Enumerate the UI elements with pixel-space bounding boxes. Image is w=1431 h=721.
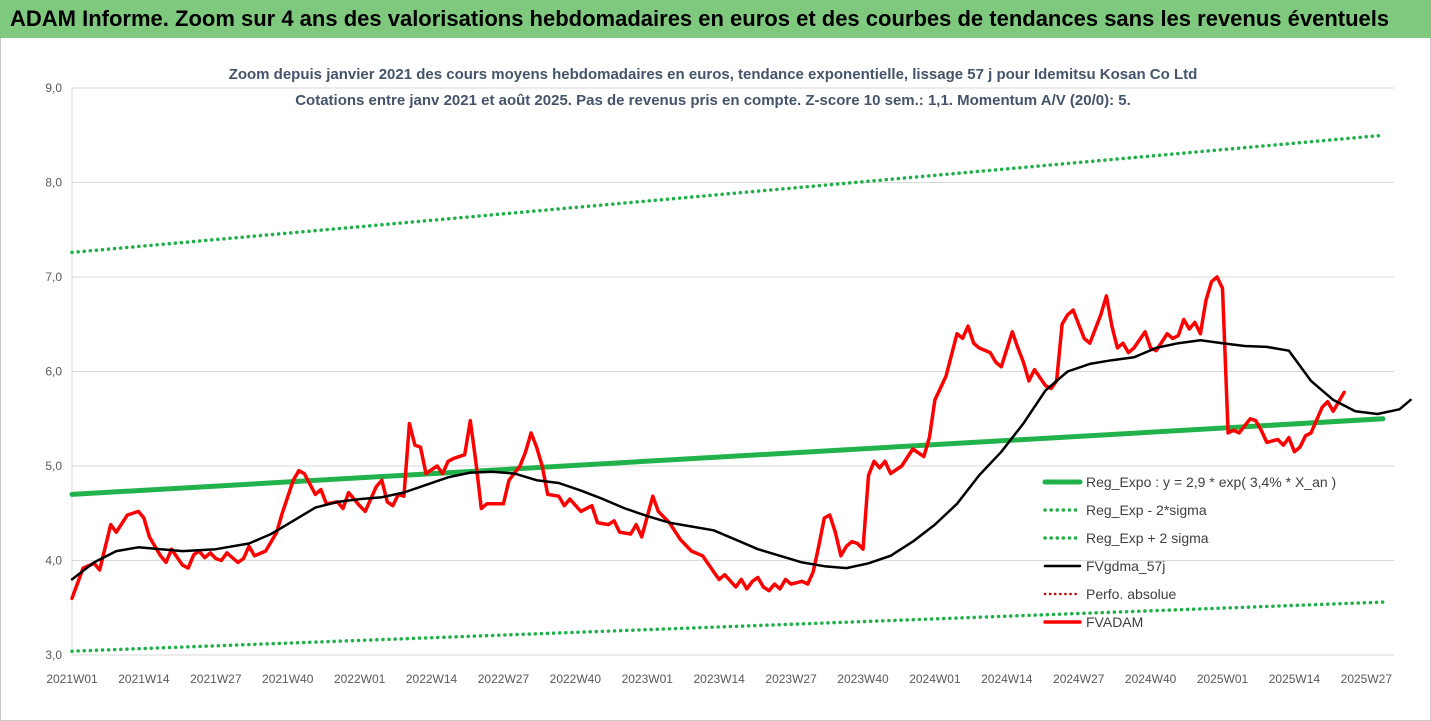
x-tick-label: 2021W14 — [118, 672, 170, 686]
series-line-3 — [70, 133, 1385, 255]
series-line-2 — [70, 600, 1385, 653]
series-line-4 — [70, 339, 1412, 581]
y-tick-label: 9,0 — [45, 81, 62, 95]
report-banner: ADAM Informe. Zoom sur 4 ans des valoris… — [0, 0, 1431, 38]
x-tick-label: 2025W27 — [1341, 672, 1393, 686]
legend-label-1: Reg_Expo : y = 2,9 * exp( 3,4% * X_an ) — [1086, 474, 1336, 490]
y-tick-label: 5,0 — [45, 459, 62, 473]
legend-label-4: FVgdma_57j — [1086, 558, 1165, 574]
series-layer — [69, 133, 1412, 653]
x-tick-label: 2022W14 — [406, 672, 458, 686]
x-tick-label: 2021W27 — [190, 672, 242, 686]
x-tick-label: 2022W27 — [478, 672, 530, 686]
legend-label-5: Perfo. absolue — [1086, 586, 1176, 602]
chart-title: Zoom depuis janvier 2021 des cours moyen… — [229, 66, 1198, 83]
y-tick-label: 3,0 — [45, 648, 62, 662]
x-tick-label: 2025W01 — [1197, 672, 1249, 686]
line-chart: Zoom depuis janvier 2021 des cours moyen… — [45, 66, 1412, 686]
x-tick-label: 2024W27 — [1053, 672, 1105, 686]
x-tick-label: 2022W01 — [334, 672, 386, 686]
x-tick-label: 2023W01 — [622, 672, 674, 686]
y-axis: 3,0 4,0 5,0 6,0 7,0 8,0 9,0 — [45, 81, 62, 662]
series-line-6 — [70, 275, 1346, 601]
chart-subtitle: Cotations entre janv 2021 et août 2025. … — [295, 92, 1131, 109]
x-tick-label: 2024W14 — [981, 672, 1033, 686]
legend-label-6: FVADAM — [1086, 614, 1143, 630]
legend-label-3: Reg_Exp + 2 sigma — [1086, 530, 1209, 546]
x-axis: 2021W01 2021W14 2021W27 2021W40 2022W01 2022W… — [46, 672, 1392, 686]
y-tick-label: 7,0 — [45, 270, 62, 284]
x-tick-label: 2023W40 — [837, 672, 889, 686]
x-tick-label: 2023W27 — [765, 672, 817, 686]
y-tick-label: 6,0 — [45, 365, 62, 379]
x-tick-label: 2023W14 — [693, 672, 745, 686]
y-tick-label: 4,0 — [45, 554, 62, 568]
x-tick-label: 2021W01 — [46, 672, 98, 686]
series-line-1 — [69, 416, 1386, 497]
legend-label-2: Reg_Exp - 2*sigma — [1086, 502, 1207, 518]
x-tick-label: 2025W14 — [1269, 672, 1321, 686]
legend: Reg_Expo : y = 2,9 * exp( 3,4% * X_an ) R… — [1042, 474, 1336, 630]
x-tick-label: 2022W40 — [550, 672, 602, 686]
x-tick-label: 2021W40 — [262, 672, 314, 686]
x-tick-label: 2024W40 — [1125, 672, 1177, 686]
y-tick-label: 8,0 — [45, 176, 62, 190]
x-tick-label: 2024W01 — [909, 672, 961, 686]
grid — [71, 87, 1394, 656]
